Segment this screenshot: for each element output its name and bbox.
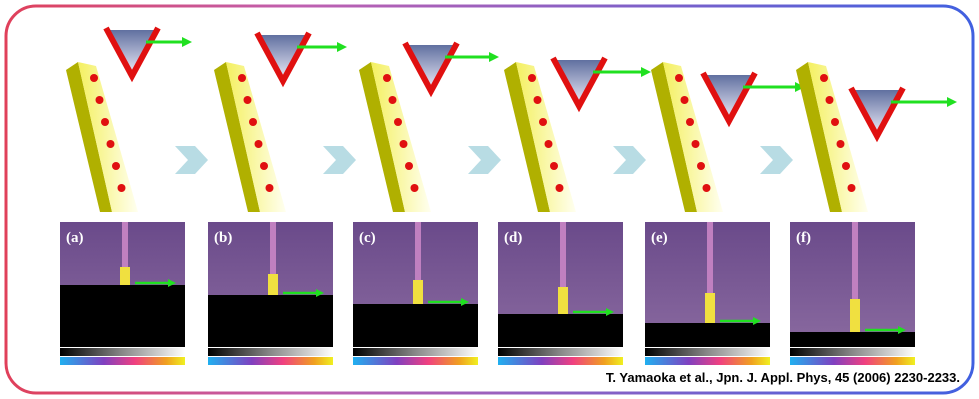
- domain-dot: [831, 118, 839, 126]
- unscanned: [208, 295, 333, 347]
- panel-label: (a): [66, 230, 84, 246]
- unscanned: [498, 314, 623, 347]
- domain-dot: [238, 74, 246, 82]
- bright-spot: [413, 280, 423, 304]
- domain-dot: [394, 118, 402, 126]
- unscanned: [60, 285, 185, 347]
- domain-dot: [400, 140, 408, 148]
- step-arrow: [613, 146, 646, 174]
- domain-dot: [96, 96, 104, 104]
- bright-spot: [268, 274, 278, 295]
- step-arrow: [468, 146, 501, 174]
- scan-arrow-head: [641, 67, 651, 77]
- unscanned: [645, 323, 770, 347]
- gray-bar: [353, 348, 478, 356]
- color-bar: [790, 357, 915, 365]
- scan-arrow-head: [182, 37, 192, 47]
- domain-dot: [528, 74, 536, 82]
- color-bar: [645, 357, 770, 365]
- step-arrow: [175, 146, 208, 174]
- domain-dot: [848, 184, 856, 192]
- domain-dot: [112, 162, 120, 170]
- domain-dot: [107, 140, 115, 148]
- scan-arrow-head: [337, 42, 347, 52]
- domain-dot: [383, 74, 391, 82]
- domain-dot: [703, 184, 711, 192]
- color-bar: [498, 357, 623, 365]
- step-arrow: [760, 146, 793, 174]
- domain-dot: [118, 184, 126, 192]
- gray-bar: [60, 348, 185, 356]
- panel-label: (f): [796, 230, 811, 246]
- panel-label: (e): [651, 230, 668, 246]
- domain-dot: [686, 118, 694, 126]
- scan-arrow-head: [947, 97, 957, 107]
- domain-dot: [550, 162, 558, 170]
- panels: (a) (b) (c) (d) (e) (f): [60, 28, 957, 365]
- domain-dot: [389, 96, 397, 104]
- domain-dot: [697, 162, 705, 170]
- bright-spot: [850, 299, 860, 332]
- scan-arrow-head: [489, 52, 499, 62]
- domain-dot: [249, 118, 257, 126]
- domain-dot: [90, 74, 98, 82]
- color-bar: [208, 357, 333, 365]
- figure: (a) (b) (c) (d) (e) (f) T. Yamaoka et al., Jp…: [0, 0, 979, 399]
- panel-label: (b): [214, 230, 232, 246]
- bright-spot: [558, 287, 568, 314]
- domain-dot: [539, 118, 547, 126]
- domain-dot: [545, 140, 553, 148]
- bright-spot: [705, 293, 715, 323]
- panel-label: (c): [359, 230, 376, 246]
- domain-dot: [534, 96, 542, 104]
- step-arrow: [323, 146, 356, 174]
- domain-dot: [681, 96, 689, 104]
- gray-bar: [208, 348, 333, 356]
- unscanned: [353, 304, 478, 347]
- domain-dot: [244, 96, 252, 104]
- domain-dot: [556, 184, 564, 192]
- domain-dot: [266, 184, 274, 192]
- gray-bar: [790, 348, 915, 356]
- domain-dot: [411, 184, 419, 192]
- domain-dot: [692, 140, 700, 148]
- domain-dot: [260, 162, 268, 170]
- domain-dot: [675, 74, 683, 82]
- panel-label: (d): [504, 230, 522, 246]
- gray-bar: [498, 348, 623, 356]
- domain-dot: [826, 96, 834, 104]
- domain-dot: [842, 162, 850, 170]
- domain-dot: [837, 140, 845, 148]
- domain-dot: [255, 140, 263, 148]
- color-bar: [353, 357, 478, 365]
- bright-spot: [120, 267, 130, 285]
- color-bar: [60, 357, 185, 365]
- domain-dot: [820, 74, 828, 82]
- gray-bar: [645, 348, 770, 356]
- unscanned: [790, 332, 915, 347]
- domain-dot: [405, 162, 413, 170]
- domain-dot: [101, 118, 109, 126]
- citation: T. Yamaoka et al., Jpn. J. Appl. Phys, 4…: [606, 370, 960, 385]
